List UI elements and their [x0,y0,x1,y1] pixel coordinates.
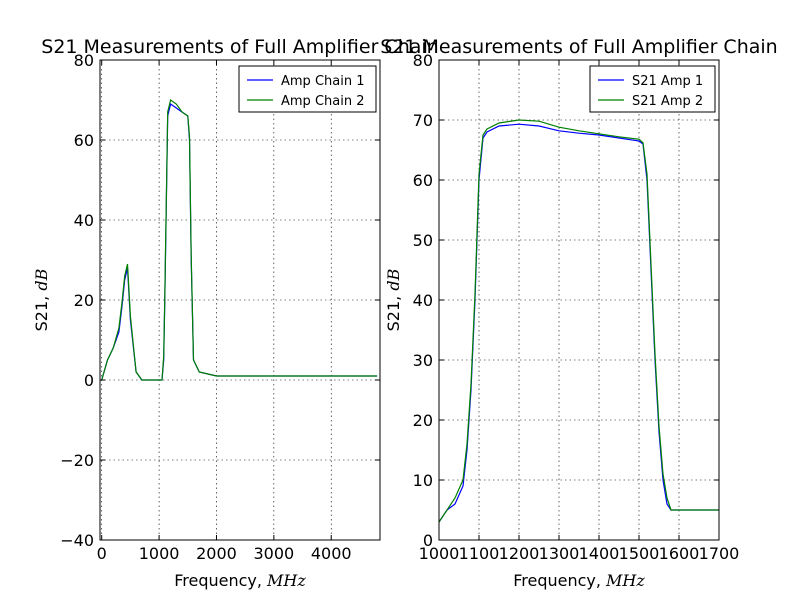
y-axis-label: S21, dB [32,268,51,331]
x-tick-label: 1200 [499,544,540,563]
x-tick-label: 1600 [659,544,700,563]
right-chart: 1000 1100 1200 1300 1400 1500 1600 1700 0 10 20 30 4… [380,36,777,590]
y-axis-label: S21, dB [384,268,403,331]
x-tick-label: 1700 [699,544,740,563]
chart-title: S21 Measurements of Full Amplifier Chain [41,36,438,58]
y-tick-label: 20 [74,291,94,310]
y-tick-label: 60 [74,131,94,150]
legend-label: Amp Chain 1 [281,74,364,89]
x-tick-label: 3000 [253,544,294,563]
y-tick-label: 50 [413,231,433,250]
x-tick-label: 1100 [459,544,500,563]
y-tick-label: 30 [413,351,433,370]
series-line-1 [101,103,378,381]
y-tick-label: 40 [74,211,94,230]
x-tick-label: 1500 [619,544,660,563]
legend-box [589,65,716,113]
x-tick-label: 1400 [579,544,620,563]
y-tick-label: 80 [413,51,433,70]
legend-box [238,65,377,113]
y-tick-label: 0 [423,531,433,550]
y-tick-label: 40 [413,291,433,310]
legend-label: S21 Amp 2 [632,94,703,109]
x-axis-label: Frequency, MHz [174,571,306,590]
y-tick-label: 60 [413,171,433,190]
y-tick-label: 0 [84,371,94,390]
y-tick-label: 10 [413,471,433,490]
x-tick-label: 1000 [139,544,180,563]
series-line-2 [439,119,719,523]
series-line-1 [439,123,719,523]
chart-title: S21 Measurements of Full Amplifier Chain [380,36,777,58]
y-tick-label: −20 [60,451,94,470]
y-tick-label: 80 [74,51,94,70]
x-tick-label: 4000 [311,544,352,563]
legend-label: S21 Amp 1 [632,74,703,89]
x-tick-label: 0 [97,544,107,563]
x-axis-label: Frequency, MHz [513,571,645,590]
x-tick-label: 1000 [419,544,460,563]
y-tick-label: −40 [60,531,94,550]
x-tick-label: 1300 [539,544,580,563]
legend-label: Amp Chain 2 [281,94,364,109]
series-line-2 [101,99,378,381]
y-tick-label: 70 [413,111,433,130]
y-tick-label: 20 [413,411,433,430]
x-tick-label: 2000 [196,544,237,563]
